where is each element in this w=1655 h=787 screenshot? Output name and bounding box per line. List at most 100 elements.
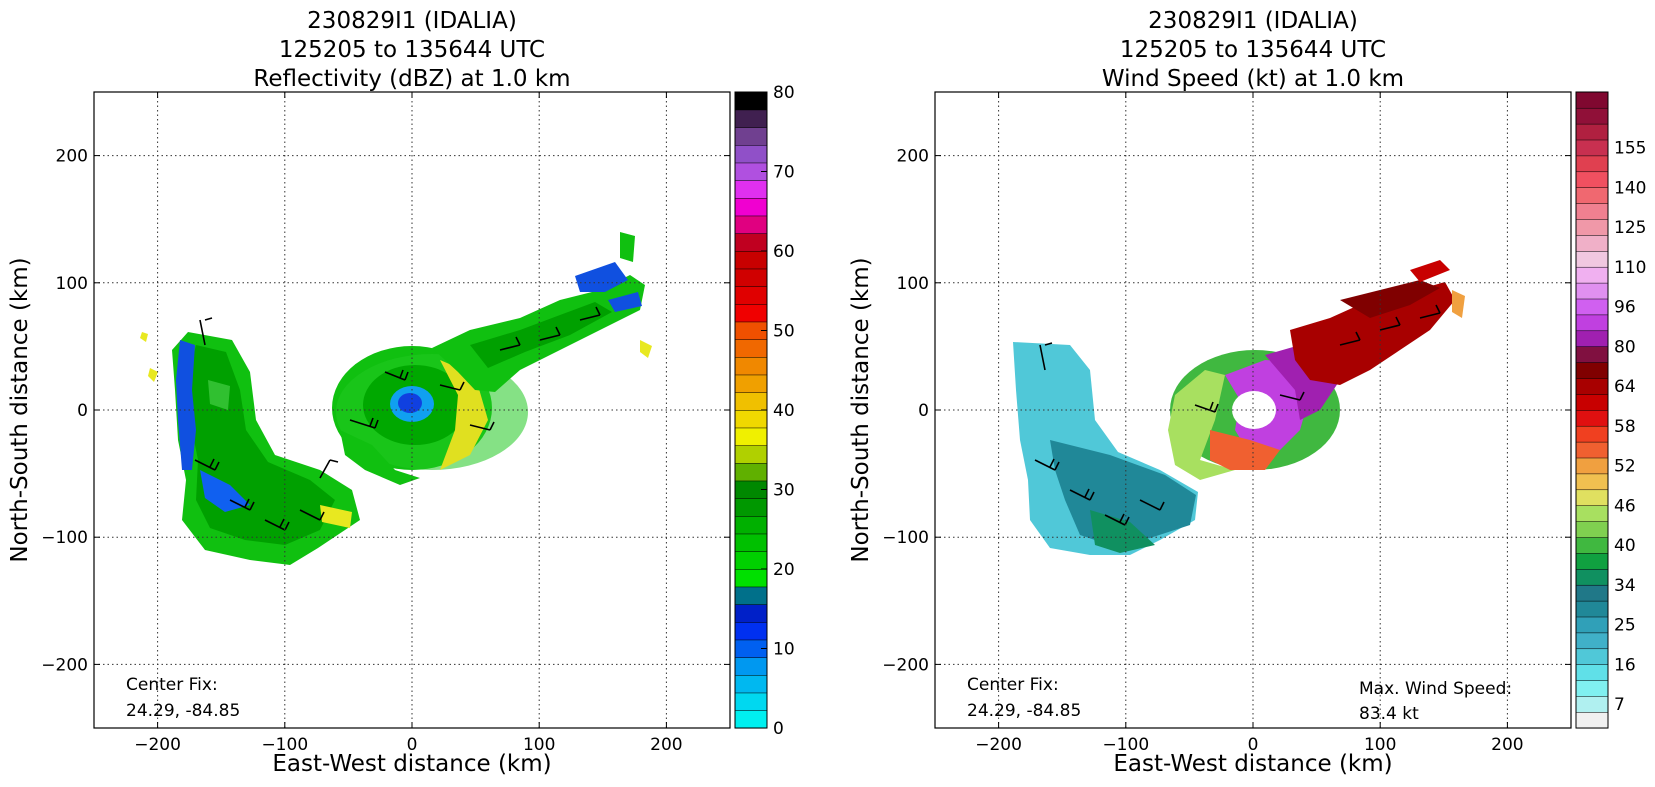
reflectivity-title-line-3: Reflectivity (dBZ) at 1.0 km (253, 66, 570, 92)
reflectivity-colorbar-bin (734, 692, 768, 711)
wind-speed-colorbar (1575, 91, 1609, 729)
reflectivity-panel: 230829I1 (IDALIA) 125205 to 135644 UTC R… (7, 8, 795, 777)
reflectivity-y-axis-label: North-South distance (km) (7, 257, 33, 562)
reflectivity-colorbar-bin (734, 339, 768, 358)
wind-title-line-3: Wind Speed (kt) at 1.0 km (1102, 66, 1404, 92)
wind-speed-colorbar-tick-label: 140 (1614, 178, 1646, 198)
wind-speed-colorbar-tick-label: 125 (1614, 218, 1646, 238)
wind-speed-colorbar-bin (1575, 314, 1609, 332)
wind-speed-colorbar-tick-label: 34 (1614, 576, 1636, 596)
wind-speed-colorbar-bin (1575, 362, 1609, 379)
reflectivity-colorbar-bin (734, 109, 768, 128)
wind-speed-colorbar-tick-label: 155 (1614, 139, 1646, 159)
reflectivity-colorbar-bin (734, 710, 768, 729)
reflectivity-y-tick-label: 200 (56, 147, 88, 167)
reflectivity-colorbar-bin (734, 286, 768, 305)
reflectivity-colorbar-bin (734, 180, 768, 199)
reflectivity-colorbar-tick-label: 20 (773, 560, 795, 580)
reflectivity-colorbar-tick-label: 40 (773, 401, 795, 421)
reflectivity-center-fix-coords: 24.29, -84.85 (126, 701, 240, 721)
wind-speed-colorbar-bin (1575, 203, 1609, 220)
reflectivity-colorbar-bin (734, 197, 768, 217)
reflectivity-colorbar-bin (734, 515, 768, 535)
reflectivity-colorbar-tick-label: 70 (773, 163, 795, 183)
reflectivity-wind-barbs (194, 306, 601, 531)
reflectivity-colorbar-tick-label: 10 (773, 640, 795, 660)
wind-speed-y-tick-label: 0 (918, 401, 929, 421)
wind-speed-colorbar-bin (1575, 218, 1609, 236)
wind-speed-colorbar-bin (1575, 171, 1609, 188)
wind-speed-x-tick-label: 200 (1491, 735, 1523, 755)
reflectivity-x-tick-label: −100 (261, 735, 308, 755)
wind-speed-colorbar-bin (1575, 330, 1609, 347)
reflectivity-colorbar-bin (734, 498, 768, 517)
reflectivity-colorbar-bin (734, 604, 768, 623)
reflectivity-y-tick-label: −100 (41, 528, 88, 548)
wind-speed-colorbar-bin (1575, 473, 1609, 491)
reflectivity-colorbar-bin (734, 127, 768, 146)
reflectivity-colorbar-bin (734, 250, 768, 270)
reflectivity-colorbar-bin (734, 303, 768, 323)
reflectivity-x-tick-label: 200 (650, 735, 682, 755)
reflectivity-colorbar-bin (734, 356, 768, 376)
wind-speed-colorbar-tick-label: 25 (1614, 616, 1636, 636)
wind-title-line-1: 230829I1 (IDALIA) (1148, 8, 1358, 34)
wind-speed-colorbar-tick-label: 110 (1614, 258, 1646, 278)
wind-speed-colorbar-tick-label: 46 (1614, 496, 1636, 516)
wind-speed-x-tick-label: −100 (1102, 735, 1149, 755)
reflectivity-colorbar-ticks: 0 10 20 30 40 50 60 70 80 (761, 83, 795, 739)
reflectivity-y-tick-label: 100 (56, 274, 88, 294)
reflectivity-colorbar-bin (734, 392, 768, 411)
reflectivity-colorbar-tick-label: 80 (773, 83, 795, 103)
reflectivity-colorbar-tick-label: 0 (773, 719, 784, 739)
wind-speed-colorbar-tick-label: 58 (1614, 417, 1636, 437)
wind-speed-colorbar-bin (1575, 409, 1609, 427)
reflectivity-colorbar-tick-label: 50 (773, 322, 795, 342)
wind-speed-x-tick-label: −200 (975, 735, 1022, 755)
wind-speed-colorbar-tick-label: 64 (1614, 377, 1636, 397)
wind-speed-colorbar-bin (1575, 711, 1609, 729)
wind-speed-colorbar-bin (1575, 282, 1609, 300)
reflectivity-colorbar-bin (734, 533, 768, 552)
wind-speed-y-tick-label: −100 (882, 528, 929, 548)
reflectivity-x-axis-label: East-West distance (km) (272, 751, 551, 777)
wind-speed-colorbar-bin (1575, 505, 1609, 522)
wind-speed-colorbar-bin (1575, 155, 1609, 173)
reflectivity-axis-ticks: −200 −100 0 100 200 −200 −100 0 100 200 (41, 92, 730, 755)
reflectivity-colorbar-bin (734, 233, 768, 252)
wind-speed-colorbar-bin (1575, 536, 1609, 554)
wind-speed-colorbar-bin (1575, 552, 1609, 570)
wind-speed-colorbar-bin (1575, 266, 1609, 284)
wind-speed-colorbar-bin (1575, 377, 1609, 395)
reflectivity-colorbar-tick-label: 30 (773, 481, 795, 501)
wind-speed-colorbar-tick-label: 7 (1614, 695, 1625, 715)
wind-speed-field (1013, 260, 1465, 555)
reflectivity-colorbar (734, 91, 768, 729)
reflectivity-colorbar-bin (734, 91, 768, 111)
reflectivity-colorbar-bin (734, 586, 768, 605)
reflectivity-colorbar-bin (734, 144, 768, 164)
reflectivity-x-tick-label: −200 (134, 735, 181, 755)
wind-speed-colorbar-bin (1575, 123, 1609, 141)
wind-speed-colorbar-bin (1575, 346, 1609, 363)
reflectivity-colorbar-bin (734, 657, 768, 676)
reflectivity-colorbar-bin (734, 215, 768, 234)
reflectivity-x-tick-label: 0 (407, 735, 418, 755)
wind-speed-y-tick-label: 100 (897, 274, 929, 294)
wind-speed-y-axis-label: North-South distance (km) (848, 257, 874, 562)
wind-speed-colorbar-bin (1575, 298, 1609, 316)
wind-speed-colorbar-bin (1575, 584, 1609, 602)
wind-title-line-2: 125205 to 135644 UTC (1120, 37, 1386, 63)
wind-speed-colorbar-bin (1575, 616, 1609, 634)
wind-speed-x-tick-label: 0 (1248, 735, 1259, 755)
wind-speed-colorbar-tick-label: 40 (1614, 536, 1636, 556)
wind-speed-axis-ticks: −200 −100 0 100 200 −200 −100 0 100 200 (882, 92, 1571, 755)
reflectivity-y-tick-label: 0 (77, 401, 88, 421)
wind-speed-wind-barbs (1034, 304, 1441, 526)
wind-speed-colorbar-tick-label: 80 (1614, 337, 1636, 357)
reflectivity-colorbar-bin (734, 551, 768, 570)
reflectivity-center-fix-label: Center Fix: (126, 675, 218, 695)
wind-speed-center-fix-coords: 24.29, -84.85 (967, 701, 1081, 721)
wind-speed-y-tick-label: −200 (882, 655, 929, 675)
